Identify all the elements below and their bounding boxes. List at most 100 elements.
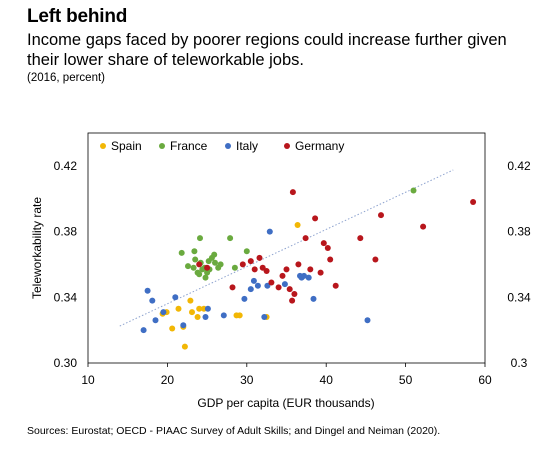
point-germany-11 [279,272,286,279]
y-axis-title: Teleworkability rate [30,197,44,299]
chart-units: (2016, percent) [27,72,105,84]
point-spain-6 [187,297,194,304]
point-france-4 [192,256,199,263]
x-tick-label: 60 [478,373,492,387]
point-france-2 [190,264,197,271]
point-germany-27 [372,256,379,263]
legend-label-spain: Spain [111,139,142,153]
y-tick-label-left: 0.38 [54,225,78,239]
y-tick-label-left: 0.34 [54,290,78,304]
point-italy-23 [364,317,371,324]
point-germany-19 [307,266,314,273]
point-italy-4 [160,309,167,316]
point-france-21 [231,264,238,271]
point-germany-21 [317,269,324,276]
x-tick-label: 30 [240,373,254,387]
point-italy-5 [172,294,179,301]
point-spain-9 [196,305,203,312]
point-germany-12 [283,266,290,273]
point-germany-22 [320,240,327,247]
point-france-16 [211,251,218,258]
point-france-19 [217,261,224,268]
x-tick-label: 40 [320,373,334,387]
point-france-17 [212,259,218,266]
y-tick-label-right: 0.34 [507,290,531,304]
point-spain-5 [181,343,188,350]
legend-label-germany: Germany [295,139,344,153]
chart-subtitle: Income gaps faced by poorer regions coul… [27,31,507,69]
point-italy-7 [202,314,209,320]
y-tick-label-right: 0.42 [507,159,531,173]
point-italy-8 [204,305,211,312]
point-germany-25 [332,282,339,289]
point-germany-29 [420,223,427,230]
point-germany-2 [229,284,236,291]
point-italy-1 [144,287,151,294]
point-germany-8 [263,268,270,274]
plot-area [87,132,486,364]
x-tick-label: 10 [81,373,95,387]
point-france-3 [191,248,198,255]
point-spain-8 [194,314,201,320]
point-germany-13 [286,286,293,293]
point-italy-20 [301,272,307,279]
legend-marker-spain [100,143,106,149]
point-spain-12 [236,312,243,319]
point-spain-14 [294,222,301,228]
point-italy-17 [281,281,288,288]
point-italy-13 [254,282,261,289]
x-tick-label: 20 [161,373,175,387]
point-germany-16 [291,291,298,297]
point-italy-12 [250,277,257,284]
point-spain-3 [175,305,182,312]
point-italy-16 [266,228,273,235]
point-france-1 [185,263,191,270]
y-tick-label-right: 0.3 [511,356,528,370]
point-italy-11 [247,286,254,293]
point-germany-23 [324,245,331,251]
point-germany-3 [239,261,246,268]
point-italy-0 [140,327,147,334]
point-spain-7 [189,309,195,316]
point-germany-24 [327,256,334,263]
point-germany-4 [247,258,254,265]
point-italy-22 [310,295,317,302]
point-italy-2 [149,297,156,304]
point-italy-10 [241,295,248,302]
point-germany-17 [295,261,302,268]
point-france-0 [178,249,185,256]
point-germany-1 [204,264,211,271]
y-tick-label-right: 0.38 [507,225,531,239]
legend-marker-germany [284,143,290,149]
point-italy-9 [220,312,227,319]
point-germany-14 [289,297,296,304]
chart-title: Left behind [27,6,128,27]
point-italy-3 [152,317,159,324]
x-axis-title: GDP per capita (EUR thousands) [197,396,374,410]
point-germany-15 [289,189,296,196]
legend-label-france: France [170,139,208,153]
legend-marker-france [159,143,165,149]
point-germany-6 [256,254,263,261]
y-tick-label-left: 0.42 [54,159,78,173]
point-germany-28 [378,212,384,219]
point-germany-5 [251,266,258,273]
point-germany-26 [357,235,364,242]
point-france-6 [196,271,203,278]
point-germany-30 [470,199,477,205]
point-germany-0 [196,261,203,268]
point-germany-20 [312,215,319,222]
x-tick-label: 50 [399,373,413,387]
point-italy-6 [180,322,187,329]
legend-marker-italy [225,143,231,149]
point-germany-9 [268,279,275,286]
y-tick-label-left: 0.30 [54,356,78,370]
point-france-23 [410,187,417,194]
legend-label-italy: Italy [236,139,258,153]
point-germany-18 [302,235,309,242]
point-france-22 [243,248,250,255]
point-spain-2 [169,325,176,332]
point-germany-10 [275,284,282,291]
point-italy-14 [261,314,268,320]
